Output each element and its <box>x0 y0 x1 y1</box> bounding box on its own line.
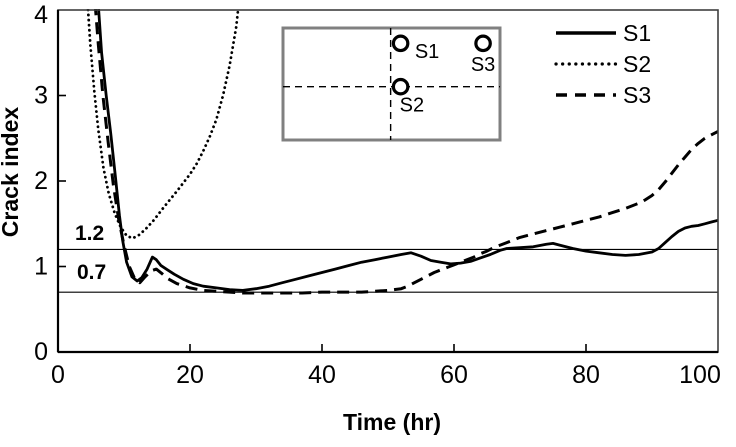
y-tick-label-4: 4 <box>34 1 48 29</box>
legend: S1 S2 S3 <box>554 20 651 108</box>
x-tick-label-100: 100 <box>679 361 721 389</box>
inset-sensor-label-S1: S1 <box>415 41 439 63</box>
inset-sensor-marker-S3 <box>474 34 492 53</box>
x-tick-label-80: 80 <box>572 361 600 389</box>
y-tick-label-3: 3 <box>34 82 48 110</box>
y-tick-label-2: 2 <box>34 167 48 195</box>
series-line-S3 <box>94 9 718 295</box>
inset-diagram: S1 S2 S3 <box>281 26 502 142</box>
series-line-S1 <box>97 9 718 292</box>
inset-sensor-label-S3: S3 <box>471 54 495 76</box>
legend-label-S1: S1 <box>623 20 651 46</box>
series-lines <box>86 9 718 295</box>
plot-frame <box>56 9 719 354</box>
legend-label-S3: S3 <box>623 82 651 108</box>
x-tick-label-40: 40 <box>308 361 336 389</box>
y-axis-title: Crack index <box>0 107 23 238</box>
x-axis-title: Time (hr) <box>343 409 441 435</box>
ref-label-upper: 1.2 <box>75 222 104 245</box>
y-tick-label-1: 1 <box>34 253 48 281</box>
y-tick-label-0: 0 <box>34 338 48 366</box>
ref-label-lower: 0.7 <box>77 261 106 284</box>
tick-labels: 0 20 40 60 80 100 0 1 2 3 4 <box>34 1 721 389</box>
inset-sensor-marker-S1 <box>391 34 410 53</box>
x-tick-label-60: 60 <box>440 361 468 389</box>
x-tick-label-20: 20 <box>176 361 204 389</box>
inset-sensor-label-S2: S2 <box>400 94 424 116</box>
reference-lines <box>58 248 718 293</box>
inset-sensor-marker-S2 <box>391 77 410 96</box>
x-tick-label-0: 0 <box>51 361 65 389</box>
legend-label-S2: S2 <box>623 51 651 77</box>
inset-outline <box>281 26 502 142</box>
series-line-S2 <box>86 9 240 240</box>
